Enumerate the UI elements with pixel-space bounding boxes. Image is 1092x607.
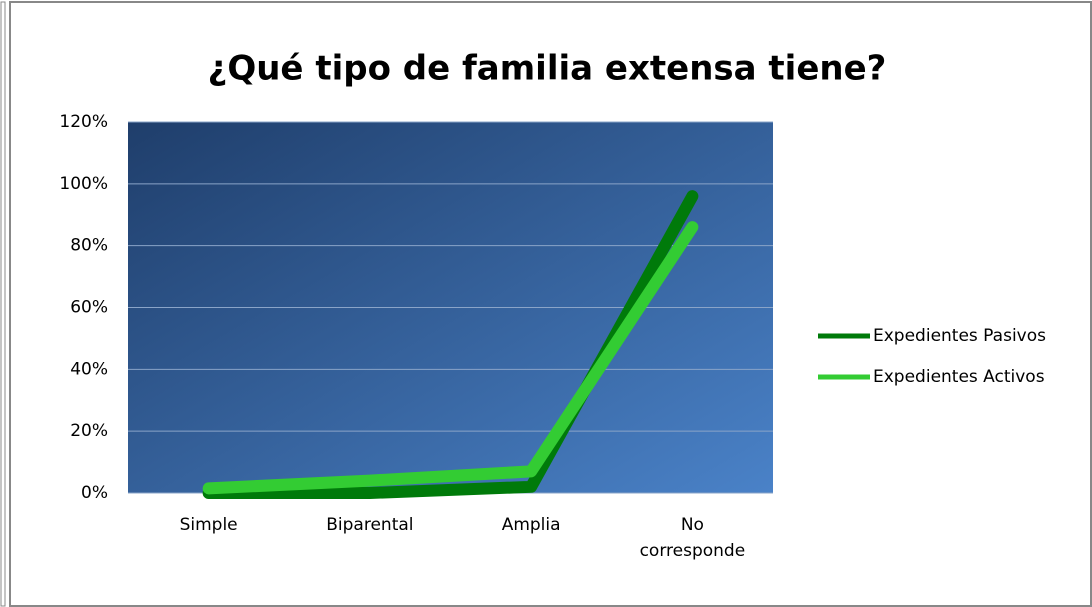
y-tick-label: 0%: [81, 483, 108, 503]
x-tick-label-box: Biparental: [326, 515, 414, 535]
x-tick-label: Biparental: [326, 515, 414, 535]
legend-label: Expedientes Pasivos: [873, 326, 1046, 346]
y-tick-label: 60%: [70, 298, 108, 318]
y-tick-label: 40%: [70, 359, 108, 379]
x-tick-label-box: Amplia: [501, 515, 561, 535]
chart-title: ¿Qué tipo de familia extensa tiene?: [208, 49, 887, 89]
legend-label: Expedientes Activos: [873, 367, 1045, 387]
x-tick-label: Amplia: [501, 515, 561, 535]
y-tick-label: 20%: [70, 421, 108, 441]
x-tick-label: No corresponde: [639, 515, 746, 561]
x-tick-label: Simple: [179, 515, 238, 535]
x-tick-label-box: No corresponde: [639, 515, 746, 561]
series-line: [202, 221, 699, 495]
y-tick-label: 100%: [59, 174, 108, 194]
y-tick-label: 120%: [59, 112, 108, 132]
y-tick-label: 80%: [70, 236, 108, 256]
edge: [0, 1, 6, 607]
x-tick-label-box: Simple: [179, 515, 238, 535]
